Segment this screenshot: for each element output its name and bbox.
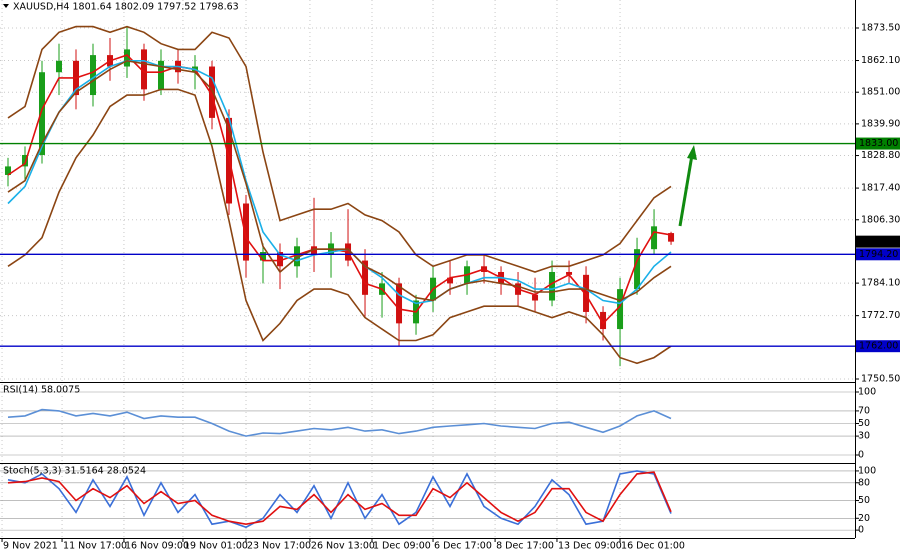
y-tick-label: 1828.80 [861, 150, 900, 161]
candle-body [362, 260, 369, 295]
panel-title: XAUUSD,H4 1801.64 1802.09 1797.52 1798.6… [13, 2, 239, 13]
y-tick-label: 1862.10 [861, 55, 900, 66]
candle-body [651, 226, 658, 250]
candle-body [38, 72, 45, 155]
frame [0, 0, 856, 539]
candle-body [55, 60, 62, 73]
y-tick-label: 1772.70 [861, 310, 900, 321]
level-label: 1833.00 [859, 138, 898, 149]
y-tick-label: 1873.50 [861, 22, 900, 33]
x-tick-label: 11 Nov 17:00 [63, 541, 127, 552]
indicator-line [7, 59, 672, 302]
candle-body [243, 203, 250, 261]
x-tick-label: 23 Nov 17:00 [247, 541, 311, 552]
candle-body [158, 60, 165, 90]
x-tick-label: 1 Dec 09:00 [373, 541, 431, 552]
candle-body [634, 249, 641, 290]
indicator-line [7, 408, 672, 437]
y-tick-label: 1839.90 [861, 118, 900, 129]
last-price-tag [856, 235, 900, 248]
candle-body [311, 246, 318, 255]
candle-body [4, 166, 11, 175]
level-label: 1794.20 [859, 249, 898, 260]
level-tag [856, 340, 900, 353]
panel-title: RSI(14) 58.0075 [3, 385, 80, 396]
x-tick-label: 13 Dec 09:00 [558, 541, 622, 552]
y-tick-label: 50 [858, 495, 870, 506]
candle-body [600, 311, 607, 330]
candle-body [124, 49, 131, 67]
y-tick-label: 80 [858, 477, 870, 488]
candle-body [209, 66, 216, 118]
y-tick-label: 20 [858, 513, 870, 524]
candle-body [89, 55, 96, 96]
candle-body [566, 271, 573, 275]
arrow-head [687, 145, 697, 160]
indicator-line [7, 88, 672, 365]
y-tick-label: 100 [858, 465, 876, 476]
candle-body [617, 289, 624, 330]
indicator-line [7, 471, 672, 526]
x-tick-label: 16 Dec 01:00 [621, 541, 685, 552]
panel-title: Stoch(5,3,3) 31.5164 28.0524 [3, 466, 146, 477]
menu-marker [3, 4, 9, 8]
candle-body [141, 49, 148, 90]
candle-body [294, 246, 301, 267]
y-tick-label: 30 [858, 431, 870, 442]
candle-body [532, 294, 539, 301]
x-tick-label: 26 Nov 13:00 [311, 541, 375, 552]
x-tick-label: 6 Dec 17:00 [434, 541, 492, 552]
indicator-line [7, 60, 672, 305]
y-tick-label: 0 [858, 450, 864, 461]
candle-body [277, 252, 284, 267]
plot [0, 25, 855, 529]
y-tick-label: 1851.00 [861, 87, 900, 98]
candle-body [260, 252, 267, 261]
y-tick-label: 100 [858, 387, 876, 398]
candle-body [583, 274, 590, 312]
y-tick-label: 50 [858, 418, 870, 429]
candle-body [396, 283, 403, 324]
x-tick-label: 16 Nov 09:00 [125, 541, 189, 552]
candle-body [549, 271, 556, 301]
last-price-label: 1798.63 [859, 236, 898, 247]
candle-body [447, 277, 454, 284]
level-label: 1762.00 [859, 341, 898, 352]
x-tick-label: 9 Nov 2021 [3, 541, 58, 552]
candle-body [21, 154, 28, 167]
arrow-shaft [678, 154, 694, 227]
y-tick-label: 1750.50 [861, 374, 900, 385]
indicator-line [7, 25, 672, 273]
y-tick-label: 70 [858, 405, 870, 416]
level-tag [856, 137, 900, 150]
y-tick-label: 1817.40 [861, 183, 900, 194]
candle-body [668, 233, 675, 242]
y-tick-label: 0 [858, 525, 864, 536]
x-tick-label: 19 Nov 01:00 [184, 541, 248, 552]
grid [0, 0, 855, 538]
level-tag [856, 248, 900, 261]
y-tick-label: 1784.10 [861, 278, 900, 289]
x-tick-label: 8 Dec 17:00 [496, 541, 554, 552]
y-tick-label: 1806.30 [861, 214, 900, 225]
